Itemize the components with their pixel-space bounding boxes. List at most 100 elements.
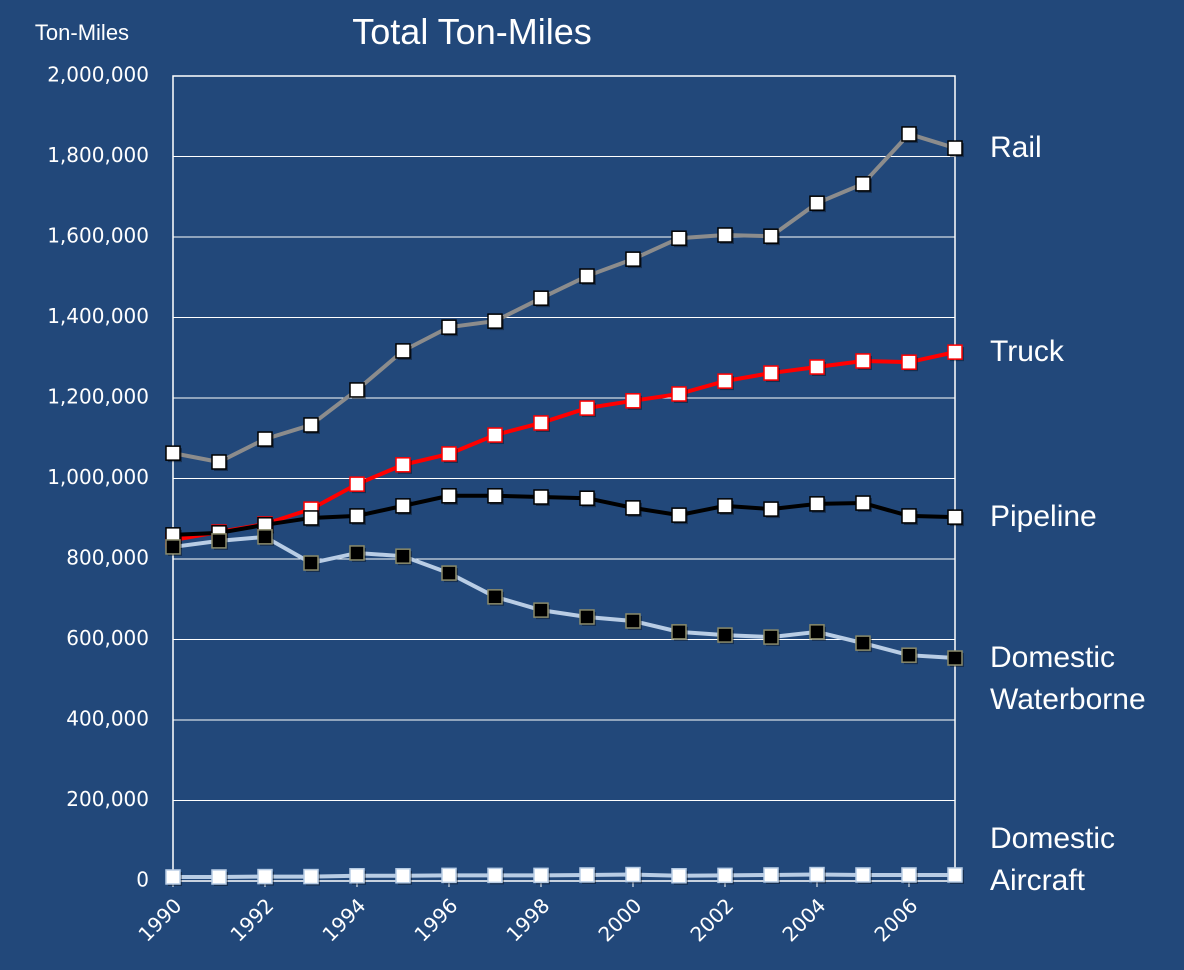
- data-point: [441, 565, 457, 581]
- plot-frame: [172, 75, 956, 882]
- data-point: [487, 589, 503, 605]
- data-point: [165, 539, 181, 555]
- data-point: [257, 868, 273, 885]
- data-point: [947, 509, 963, 525]
- y-tick-label: 1,000,000: [47, 465, 149, 489]
- x-tick-label: 2000: [593, 893, 646, 946]
- data-point: [671, 230, 687, 246]
- y-tick-label: 200,000: [66, 787, 149, 811]
- data-point: [487, 488, 503, 504]
- data-point: [349, 545, 365, 561]
- data-point: [533, 415, 549, 431]
- data-point: [211, 454, 227, 470]
- data-point: [625, 613, 641, 629]
- data-point: [303, 510, 319, 526]
- x-tick-label: 1998: [501, 893, 554, 946]
- data-point: [763, 228, 779, 244]
- x-tick-label: 1990: [133, 893, 186, 946]
- data-point: [901, 126, 917, 142]
- data-point: [901, 354, 917, 370]
- data-point: [211, 869, 227, 885]
- series-line: [172, 350, 956, 543]
- data-point: [717, 227, 733, 243]
- data-point: [671, 624, 687, 640]
- data-point: [855, 353, 871, 369]
- series-label: Pipeline: [990, 500, 1097, 534]
- data-point: [441, 488, 457, 504]
- data-point: [349, 508, 365, 524]
- data-point: [763, 365, 779, 381]
- x-tick-label: 1992: [225, 893, 278, 946]
- x-tick-label: 2006: [869, 893, 922, 946]
- data-point: [809, 195, 825, 211]
- series-label: Rail: [990, 131, 1042, 165]
- data-point: [303, 868, 319, 885]
- y-tick-label: 800,000: [66, 546, 149, 570]
- data-point: [717, 498, 733, 514]
- data-point: [809, 359, 825, 375]
- data-point: [901, 647, 917, 663]
- data-point: [947, 650, 963, 666]
- data-point: [855, 495, 871, 511]
- data-point: [257, 529, 273, 545]
- data-point: [625, 500, 641, 516]
- data-point: [579, 400, 595, 416]
- data-point: [257, 431, 273, 447]
- y-tick-label: 2,000,000: [47, 63, 149, 87]
- data-point: [809, 624, 825, 640]
- data-point: [533, 489, 549, 505]
- data-point: [625, 251, 641, 267]
- data-point: [717, 627, 733, 643]
- data-point: [947, 140, 963, 156]
- series-line: [173, 872, 955, 879]
- data-point: [395, 457, 411, 473]
- data-point: [809, 866, 825, 883]
- y-tick-label: 1,200,000: [47, 385, 149, 409]
- data-point: [211, 533, 227, 549]
- data-point: [671, 868, 687, 884]
- data-point: [487, 867, 503, 884]
- data-point: [303, 417, 319, 433]
- data-point: [349, 868, 365, 884]
- data-point: [671, 386, 687, 402]
- data-point: [901, 508, 917, 524]
- x-tick-label: 1994: [317, 893, 370, 946]
- data-point: [717, 867, 733, 884]
- data-point: [809, 496, 825, 512]
- data-point: [947, 867, 963, 883]
- series-label: Domestic Waterborne: [990, 641, 1146, 716]
- data-point: [763, 501, 779, 517]
- y-tick-label: 0: [136, 868, 149, 892]
- y-tick-label: 1,400,000: [47, 304, 149, 328]
- data-point: [395, 548, 411, 564]
- data-point: [533, 867, 549, 884]
- data-point: [441, 319, 457, 335]
- data-point: [855, 867, 871, 883]
- data-point: [395, 498, 411, 514]
- y-axis-label: Ton-Miles: [35, 20, 129, 45]
- data-point: [671, 507, 687, 523]
- data-point: [901, 867, 917, 883]
- data-point: [349, 476, 365, 492]
- data-point: [441, 867, 457, 884]
- data-point: [717, 373, 733, 389]
- data-point: [855, 176, 871, 192]
- data-point: [165, 445, 181, 461]
- y-tick-label: 1,800,000: [47, 143, 149, 167]
- data-point: [533, 602, 549, 618]
- data-point: [763, 629, 779, 645]
- data-point: [165, 869, 181, 885]
- data-point: [303, 555, 319, 571]
- data-point: [625, 866, 641, 883]
- x-tick-label: 2004: [777, 893, 830, 946]
- data-point: [487, 427, 503, 443]
- series-label: Truck: [990, 335, 1064, 369]
- data-point: [579, 609, 595, 625]
- x-tick-label: 1996: [409, 893, 462, 946]
- data-point: [579, 490, 595, 506]
- y-tick-label: 1,600,000: [47, 224, 149, 248]
- data-point: [349, 382, 365, 398]
- data-point: [579, 268, 595, 284]
